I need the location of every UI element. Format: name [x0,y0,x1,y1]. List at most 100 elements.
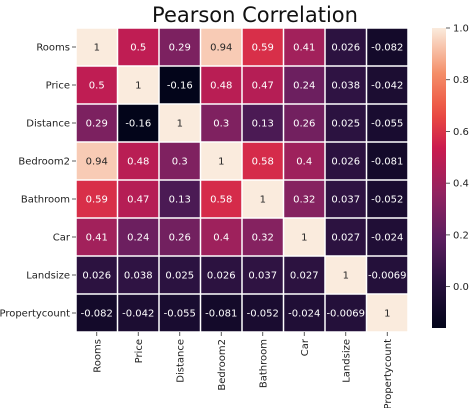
row-tick-label: Car [53,233,71,244]
heatmap-cell [325,218,366,256]
heatmap-cell [118,180,159,218]
heatmap-cell [201,218,242,256]
heatmap-cell [325,66,366,104]
column-tick-label: Bathroom [258,339,269,388]
cell-value-label: 0.026 [331,43,360,54]
cell-value-label: 0.47 [127,195,149,206]
cell-value-label: 0.025 [165,271,194,282]
heatmap-cell [118,218,159,256]
cell-value-label: 0.94 [86,157,108,168]
heatmap-cell [76,66,117,104]
column-tick-label: Propertycount [383,339,394,408]
cell-value-label: 0.94 [210,43,232,54]
heatmap-cell [367,180,408,218]
cell-value-label: 0.59 [252,43,274,54]
column-tick-label: Car [300,338,311,356]
cell-value-label: -0.024 [371,233,403,244]
cell-value-label: 0.026 [82,271,111,282]
cell-value-label: -0.024 [288,309,320,320]
heatmap-cells [76,28,408,332]
cell-value-label: 0.4 [296,157,312,168]
row-tick-labels: Rooms Price Distance Bedroom2 Bathroom Car Lan… [0,43,76,320]
colorbar: 0.0 0.2 0.4 0.6 0.8 1.0 [432,24,469,328]
cell-value-label: 0.5 [130,43,146,54]
column-tick-label: Rooms [92,339,103,373]
heatmap-cell [201,28,242,66]
heatmap-cell [367,142,408,180]
cell-value-label: 0.027 [290,271,319,282]
cell-value-label: -0.082 [371,43,403,54]
cell-value-label: 0.26 [169,233,191,244]
heatmap-cell [118,142,159,180]
row-tick-label: Propertycount [0,309,70,320]
heatmap-cell [201,66,242,104]
heatmap-cell [76,104,117,142]
column-tick-label: Price [134,339,145,363]
heatmap-cell [367,104,408,142]
heatmap-cell [367,256,408,294]
cell-value-label: -0.055 [164,309,196,320]
colorbar-tick-label: 0.4 [453,179,469,190]
cell-value-label: 0.3 [213,119,229,130]
heatmap-cell [201,142,242,180]
cell-value-label: 1 [384,309,390,320]
colorbar-tick-label: 0.2 [453,230,469,241]
cell-value-label: 0.3 [172,157,188,168]
chart-title: Pearson Correlation [152,3,358,27]
heatmap-cell [325,180,366,218]
heatmap-cell [242,180,283,218]
heatmap-cell [284,180,325,218]
heatmap-cell [159,28,200,66]
cell-value-label: 1 [260,195,266,206]
cell-value-label: -0.081 [205,309,237,320]
heatmap-cell [118,104,159,142]
cell-value-label: 1 [218,157,224,168]
colorbar-tick-label: 1.0 [453,24,469,35]
cell-value-label: 0.29 [169,43,191,54]
heatmap-cell [325,104,366,142]
cell-value-label: -0.16 [167,81,193,92]
cell-value-label: -0.0069 [326,309,365,320]
heatmap-cell [284,28,325,66]
heatmap-cell [242,256,283,294]
cell-value-label: 0.026 [207,271,236,282]
heatmap-cell [201,256,242,294]
column-tick-labels: Rooms Price Distance Bedroom2 Bathroom Car Lan… [92,332,394,408]
heatmap-cell [118,66,159,104]
colorbar-tick-label: 0.6 [453,127,469,138]
heatmap-cell [367,294,408,332]
heatmap-cell [284,256,325,294]
heatmap-cell [242,104,283,142]
row-tick-label: Distance [26,119,70,130]
heatmap-cell [284,66,325,104]
cell-value-label: 0.24 [293,81,315,92]
cell-value-label: 0.26 [293,119,315,130]
heatmap-cell [76,28,117,66]
cell-value-label: 0.038 [124,271,153,282]
cell-value-label: 0.027 [331,233,360,244]
cell-value-label: 1 [135,81,141,92]
heatmap-cell [284,104,325,142]
cell-value-label: -0.081 [371,157,403,168]
cell-value-label: -0.082 [81,309,113,320]
heatmap-cell [201,104,242,142]
heatmap-cell [76,218,117,256]
cell-value-label: -0.16 [125,119,151,130]
heatmap-cell [159,294,200,332]
cell-value-label: 0.48 [127,157,149,168]
heatmap-cell [159,218,200,256]
heatmap-cell [159,142,200,180]
heatmap-cell [76,180,117,218]
cell-value-label: 0.58 [252,157,274,168]
cell-value-label: 0.41 [293,43,315,54]
cell-value-label: 0.32 [293,195,315,206]
colorbar-tick-label: 0.0 [453,282,469,293]
column-tick-label: Landsize [341,339,352,383]
cell-value-label: 1 [301,233,307,244]
heatmap-cell [118,294,159,332]
row-tick-label: Rooms [36,43,70,54]
colorbar-tick-label: 0.8 [453,75,469,86]
heatmap-cell [325,142,366,180]
